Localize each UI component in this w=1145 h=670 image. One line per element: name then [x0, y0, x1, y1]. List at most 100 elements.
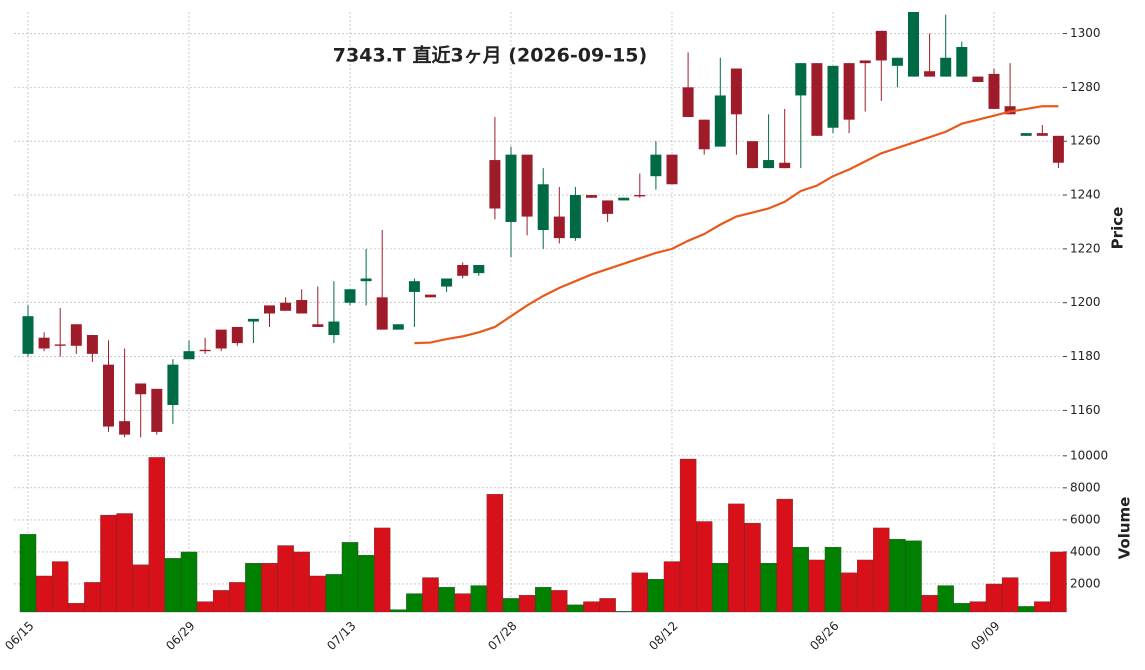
chart-title: 7343.T 直近3ヶ月 (2026-09-15) [333, 44, 647, 67]
volume-bar [647, 579, 665, 613]
candle-body [376, 297, 388, 330]
candle-body [280, 302, 292, 311]
candle-body [264, 305, 275, 314]
candle-body [457, 265, 469, 276]
volume-bar [245, 562, 262, 613]
volume-axis-label: Volume [1116, 497, 1134, 560]
candle-body [408, 281, 420, 292]
candle-body [1052, 135, 1064, 163]
candle-body [537, 184, 549, 231]
candle-body [247, 318, 259, 322]
y-tick-label: 1200 [1070, 295, 1101, 309]
y-tick-label: 1240 [1070, 188, 1101, 202]
volume-bar [406, 593, 423, 613]
volume-bar [373, 527, 391, 613]
volume-bar [567, 604, 584, 613]
y-tick-label: 1160 [1070, 403, 1101, 417]
candle-body [473, 265, 485, 274]
volume-bar [470, 585, 488, 613]
candle-body [586, 195, 597, 198]
candle-body [167, 364, 179, 406]
candle-body [183, 351, 195, 360]
candle-body [328, 321, 340, 336]
candle-body [553, 216, 565, 239]
candle-body [924, 71, 936, 77]
x-tick-label: 06/15 [2, 619, 36, 653]
volume-bar [148, 457, 166, 613]
volume-bar [1018, 606, 1035, 613]
candle-body [135, 383, 147, 395]
volume-bar [19, 534, 37, 613]
volume-bar [873, 527, 890, 613]
candle-body [360, 278, 372, 282]
volume-bar [889, 538, 906, 613]
x-tick-label: 06/29 [163, 619, 197, 653]
candle-body [779, 162, 791, 169]
candle-body [891, 57, 903, 66]
volume-bar [857, 559, 874, 613]
volume-bar [760, 562, 777, 613]
candle-body [521, 154, 533, 217]
x-tick-label: 07/13 [324, 619, 358, 653]
y-tick-label: 6000 [1070, 512, 1101, 526]
candle-body [1004, 106, 1016, 115]
volume-bar [535, 587, 552, 613]
candle-body [22, 316, 34, 354]
x-tick-label: 07/28 [485, 619, 519, 653]
volume-bar [921, 595, 938, 613]
candle-body [795, 63, 807, 96]
volume-bar [68, 603, 85, 613]
candle-body [151, 388, 163, 432]
volume-bar [100, 514, 117, 613]
volume-bar [277, 545, 294, 613]
volume-bar [390, 609, 407, 613]
y-tick-label: 1220 [1070, 241, 1101, 255]
candle-body [859, 60, 871, 64]
candle-body [199, 349, 211, 352]
candle-body [602, 200, 614, 214]
volume-bar [518, 595, 536, 613]
y-tick-label: 8000 [1070, 480, 1101, 494]
candle-body [103, 364, 114, 427]
candle-body [441, 278, 453, 287]
candle-body [634, 195, 646, 197]
candle-body [569, 195, 581, 239]
volume-bar [180, 551, 198, 613]
volume-bar [792, 546, 810, 613]
volume-bar [953, 603, 971, 613]
volume-bar [663, 561, 681, 613]
volume-bar [905, 540, 922, 613]
volume-bar [325, 574, 343, 613]
candle-body [392, 324, 404, 330]
candle-body [698, 119, 710, 150]
volume-bar [84, 582, 101, 613]
volume-bar [486, 494, 504, 613]
volume-bar [712, 562, 729, 613]
volume-bar [985, 583, 1003, 613]
volume-bar [454, 593, 471, 613]
volume-bar [551, 590, 568, 613]
candle-body [940, 57, 952, 77]
volume-bar [309, 575, 327, 613]
volume-bar [744, 522, 761, 613]
volume-bar [164, 558, 182, 613]
candle-body [505, 154, 517, 222]
volume-bar [1034, 601, 1051, 613]
candle-body [70, 324, 82, 346]
volume-bar [422, 577, 439, 613]
candle-body [425, 294, 436, 298]
candle-body [956, 46, 968, 77]
volume-bar [776, 498, 793, 613]
candle-body [747, 141, 758, 169]
candle-body [714, 95, 726, 147]
candle-body [843, 63, 855, 120]
volume-bar [631, 572, 649, 613]
candle-body [38, 337, 50, 349]
y-tick-label: 1180 [1070, 349, 1101, 363]
volume-bar [132, 564, 149, 613]
x-tick-label: 08/12 [646, 619, 680, 653]
volume-bar [824, 546, 842, 613]
candle-body [730, 68, 742, 115]
volume-bar [261, 562, 278, 613]
